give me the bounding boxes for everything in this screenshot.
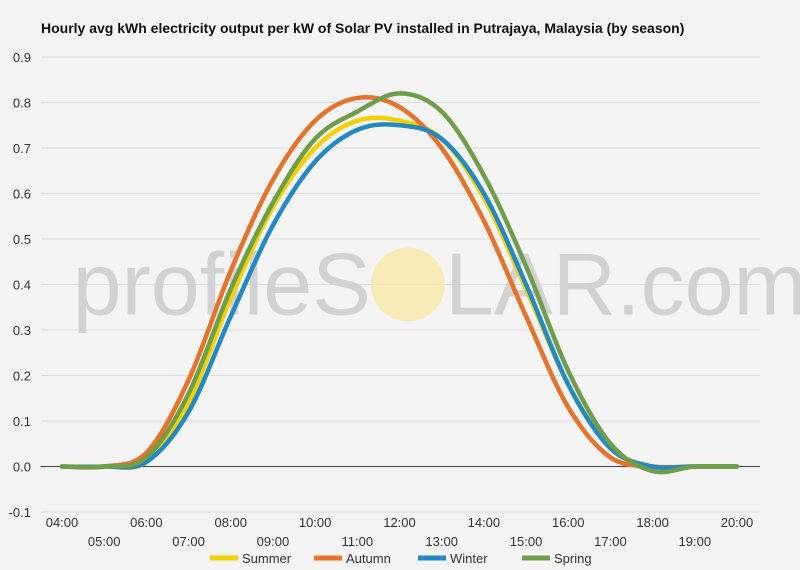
x-tick-label: 15:00 — [510, 534, 543, 549]
x-tick-label: 17:00 — [594, 534, 627, 549]
x-tick-label: 05:00 — [88, 534, 121, 549]
x-tick-label: 20:00 — [721, 515, 754, 530]
y-tick-label: 0.3 — [13, 323, 31, 338]
x-tick-label: 09:00 — [257, 534, 290, 549]
gridlines — [41, 56, 760, 513]
y-tick-label: 0.5 — [13, 232, 31, 247]
legend-label: Spring — [554, 551, 592, 566]
y-tick-label: 0.9 — [13, 50, 31, 65]
x-tick-label: 07:00 — [172, 534, 205, 549]
series-lines — [59, 91, 740, 475]
x-tick-label: 16:00 — [552, 515, 585, 530]
y-tick-label: 0.7 — [13, 141, 31, 156]
series-line-autumn — [59, 94, 740, 470]
y-tick-label: 0.4 — [13, 278, 31, 293]
x-tick-label: 06:00 — [130, 515, 163, 530]
legend: Summer Autumn Winter Spring — [210, 551, 592, 566]
x-tick-label: 14:00 — [468, 515, 501, 530]
y-axis-ticks: -0.1 0.0 0.1 0.2 0.3 0.4 0.5 0.6 0.7 0.8 0.9 — [9, 50, 31, 520]
x-tick-label: 10:00 — [299, 515, 332, 530]
legend-label: Summer — [242, 551, 292, 566]
y-tick-label: 0.8 — [13, 96, 31, 111]
legend-label: Autumn — [346, 551, 391, 566]
y-tick-label: -0.1 — [9, 505, 31, 520]
series-line-spring — [59, 91, 740, 475]
y-tick-label: 0.0 — [13, 460, 31, 475]
y-tick-label: 0.2 — [13, 369, 31, 384]
series-line-winter — [59, 122, 740, 471]
x-axis-ticks: 04:00 05:00 06:00 07:00 08:00 09:00 10:00 11:00… — [46, 515, 754, 549]
legend-label: Winter — [450, 551, 488, 566]
y-tick-label: 0.1 — [13, 414, 31, 429]
x-tick-label: 12:00 — [383, 515, 416, 530]
y-tick-label: 0.6 — [13, 187, 31, 202]
x-tick-label: 18:00 — [636, 515, 669, 530]
chart-title: Hourly avg kWh electricity output per kW… — [41, 20, 684, 36]
watermark-text-right: LAR.com — [445, 235, 800, 334]
x-tick-label: 19:00 — [679, 534, 712, 549]
x-tick-label: 13:00 — [425, 534, 458, 549]
x-tick-label: 11:00 — [342, 534, 374, 549]
x-tick-label: 08:00 — [214, 515, 247, 530]
watermark-sun-icon — [370, 247, 445, 322]
x-tick-label: 04:00 — [46, 515, 79, 530]
